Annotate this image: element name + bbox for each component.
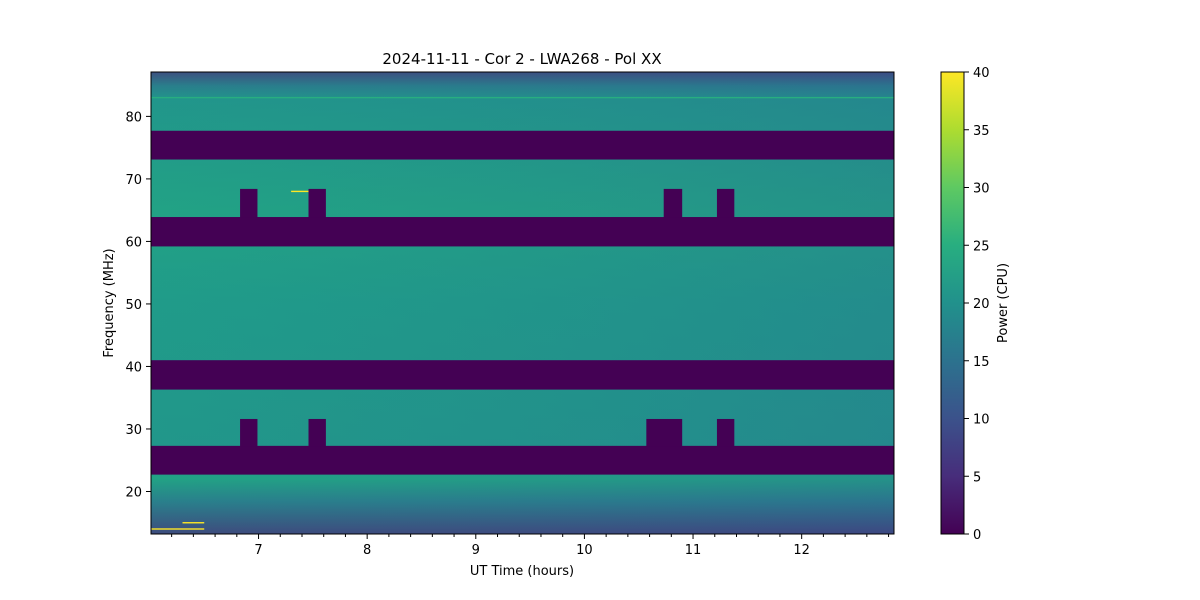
chart-title: 2024-11-11 - Cor 2 - LWA268 - Pol XX [382,50,661,68]
zero-power-band [151,130,894,160]
plot-frame [150,71,895,535]
zero-power-notch [663,188,683,218]
rfi-line [291,190,313,193]
rfi-line [151,96,894,99]
x-tick-label: 11 [685,543,702,558]
y-tick-label: 60 [125,235,142,250]
zero-power-notch [240,188,258,218]
zero-power-band [151,445,894,475]
colorbar-label: Power (CPU) [996,263,1011,343]
colorbar-tick-label: 25 [973,239,990,254]
y-tick-label: 80 [125,110,142,125]
x-tick-label: 9 [472,543,480,558]
zero-power-notch [308,418,326,447]
colorbar [940,71,965,535]
y-tick-label: 50 [125,298,142,313]
x-axis-label: UT Time (hours) [470,564,574,579]
rfi-line [182,522,205,524]
x-tick-label: 10 [576,543,593,558]
y-tick-label: 30 [125,423,142,438]
zero-power-notch [308,188,326,218]
x-tick-label: 12 [793,543,810,558]
y-tick-label: 70 [125,173,142,188]
rfi-line [151,528,205,530]
colorbar-tick-label: 5 [973,470,981,485]
zero-power-notch [646,418,683,447]
colorbar-tick-label: 15 [973,355,990,370]
zero-power-notch [240,418,258,447]
colorbar-tick-label: 30 [973,182,990,197]
x-tick-label: 7 [254,543,262,558]
zero-power-band [151,360,894,390]
colorbar-tick-label: 40 [973,66,990,81]
colorbar-tick-label: 20 [973,297,990,312]
zero-power-notch [716,418,735,447]
x-tick-label: 8 [363,543,371,558]
zero-power-band [151,217,894,247]
y-axis-label: Frequency (MHz) [102,248,117,357]
y-tick-label: 40 [125,360,142,375]
y-tick-label: 20 [125,485,142,500]
colorbar-tick-label: 10 [973,413,990,428]
zero-power-notch [716,188,735,218]
colorbar-tick-label: 0 [973,528,981,543]
colorbar-tick-label: 35 [973,124,990,139]
